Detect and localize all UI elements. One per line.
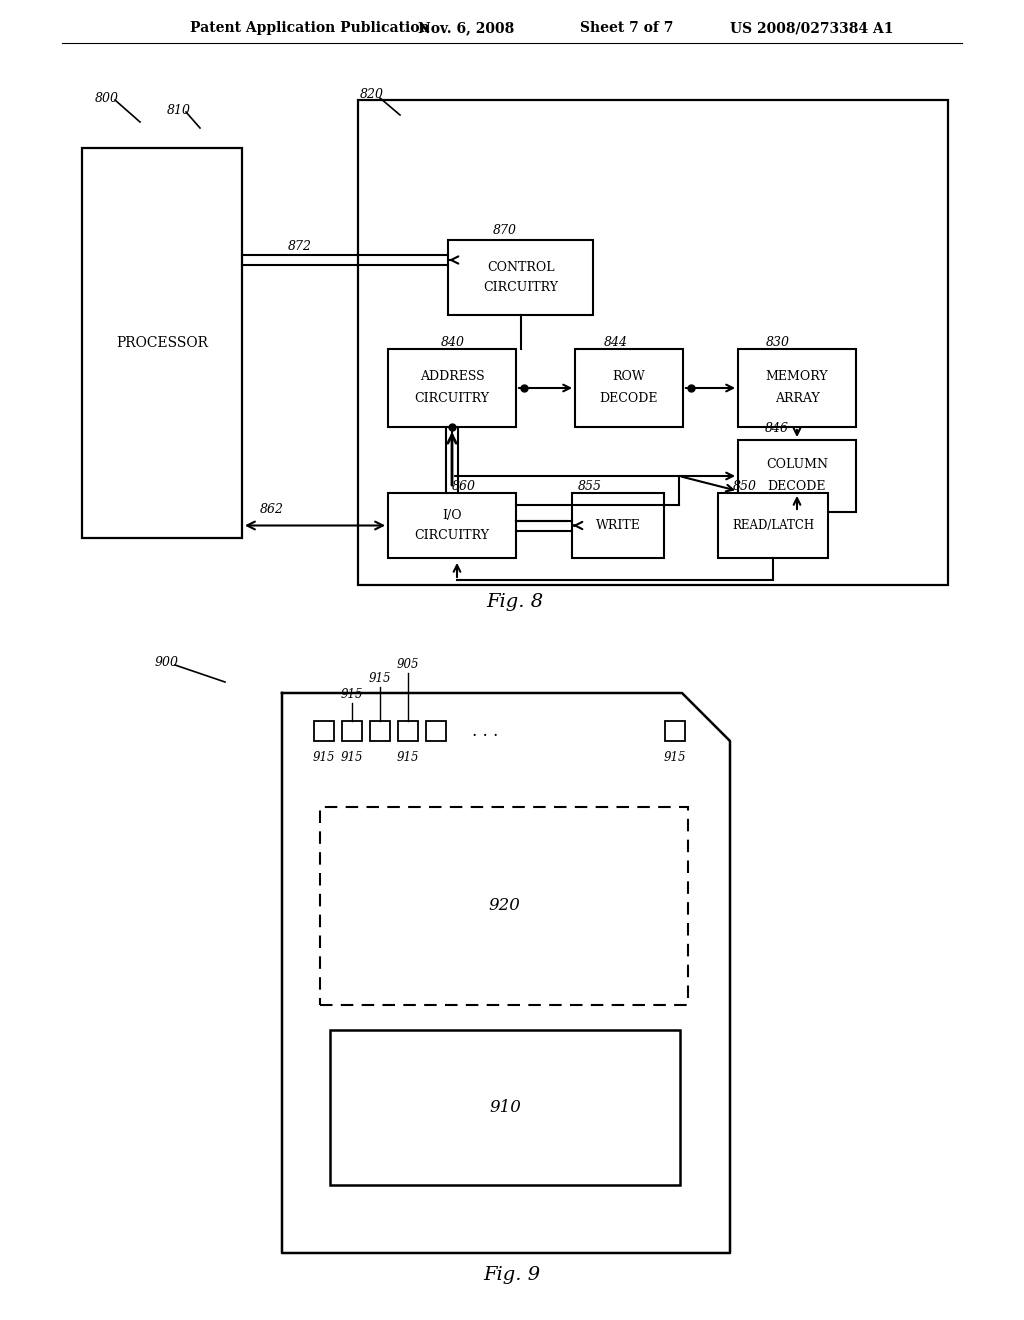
Text: 870: 870 bbox=[493, 223, 517, 236]
Text: 862: 862 bbox=[260, 503, 284, 516]
Bar bbox=[398, 721, 418, 741]
Text: ADDRESS: ADDRESS bbox=[420, 371, 484, 384]
Bar bbox=[342, 721, 362, 741]
Text: 850: 850 bbox=[733, 479, 757, 492]
Text: 915: 915 bbox=[341, 751, 364, 764]
Bar bbox=[738, 440, 856, 512]
Text: CIRCUITRY: CIRCUITRY bbox=[415, 392, 489, 405]
Text: 846: 846 bbox=[765, 421, 790, 434]
Bar bbox=[358, 100, 948, 585]
Bar bbox=[738, 348, 856, 426]
Bar bbox=[449, 240, 593, 315]
Text: ROW: ROW bbox=[612, 371, 645, 384]
Bar bbox=[665, 721, 685, 741]
Text: 920: 920 bbox=[488, 898, 520, 915]
Text: ARRAY: ARRAY bbox=[774, 392, 819, 405]
Bar bbox=[330, 1030, 680, 1185]
Text: PROCESSOR: PROCESSOR bbox=[116, 337, 208, 350]
Text: 840: 840 bbox=[441, 335, 465, 348]
Text: Nov. 6, 2008: Nov. 6, 2008 bbox=[418, 21, 514, 36]
Text: MEMORY: MEMORY bbox=[766, 371, 828, 384]
Text: WRITE: WRITE bbox=[596, 519, 640, 532]
Text: CIRCUITRY: CIRCUITRY bbox=[483, 281, 558, 294]
Text: 844: 844 bbox=[604, 335, 628, 348]
Bar bbox=[572, 492, 664, 558]
Bar bbox=[314, 721, 334, 741]
Text: 900: 900 bbox=[155, 656, 179, 669]
Text: Patent Application Publication: Patent Application Publication bbox=[190, 21, 430, 36]
Text: CIRCUITRY: CIRCUITRY bbox=[415, 529, 489, 543]
Text: 810: 810 bbox=[167, 103, 191, 116]
Bar bbox=[426, 721, 446, 741]
Bar bbox=[319, 807, 688, 1005]
Text: I/O: I/O bbox=[442, 510, 462, 521]
Text: DECODE: DECODE bbox=[600, 392, 658, 405]
Text: CONTROL: CONTROL bbox=[486, 261, 554, 275]
Bar bbox=[370, 721, 390, 741]
Text: . . .: . . . bbox=[472, 722, 499, 739]
Text: 915: 915 bbox=[664, 751, 686, 764]
Text: 800: 800 bbox=[95, 91, 119, 104]
Text: 905: 905 bbox=[396, 657, 419, 671]
Bar bbox=[718, 492, 828, 558]
Text: 830: 830 bbox=[766, 335, 790, 348]
Text: 872: 872 bbox=[288, 239, 312, 252]
Text: 915: 915 bbox=[341, 688, 364, 701]
Text: 855: 855 bbox=[578, 479, 602, 492]
Text: Sheet 7 of 7: Sheet 7 of 7 bbox=[580, 21, 674, 36]
Bar bbox=[575, 348, 683, 426]
Text: 910: 910 bbox=[489, 1100, 521, 1115]
Bar bbox=[82, 148, 242, 539]
Text: Fig. 8: Fig. 8 bbox=[486, 593, 544, 611]
Text: Fig. 9: Fig. 9 bbox=[483, 1266, 541, 1284]
Text: COLUMN: COLUMN bbox=[766, 458, 828, 471]
Text: 820: 820 bbox=[360, 88, 384, 102]
Text: DECODE: DECODE bbox=[768, 480, 826, 494]
Text: 915: 915 bbox=[369, 672, 391, 685]
Text: READ/LATCH: READ/LATCH bbox=[732, 519, 814, 532]
Text: US 2008/0273384 A1: US 2008/0273384 A1 bbox=[730, 21, 894, 36]
Bar bbox=[388, 492, 516, 558]
Text: 915: 915 bbox=[396, 751, 419, 764]
Text: 915: 915 bbox=[312, 751, 335, 764]
Bar bbox=[388, 348, 516, 426]
Text: 860: 860 bbox=[452, 479, 476, 492]
